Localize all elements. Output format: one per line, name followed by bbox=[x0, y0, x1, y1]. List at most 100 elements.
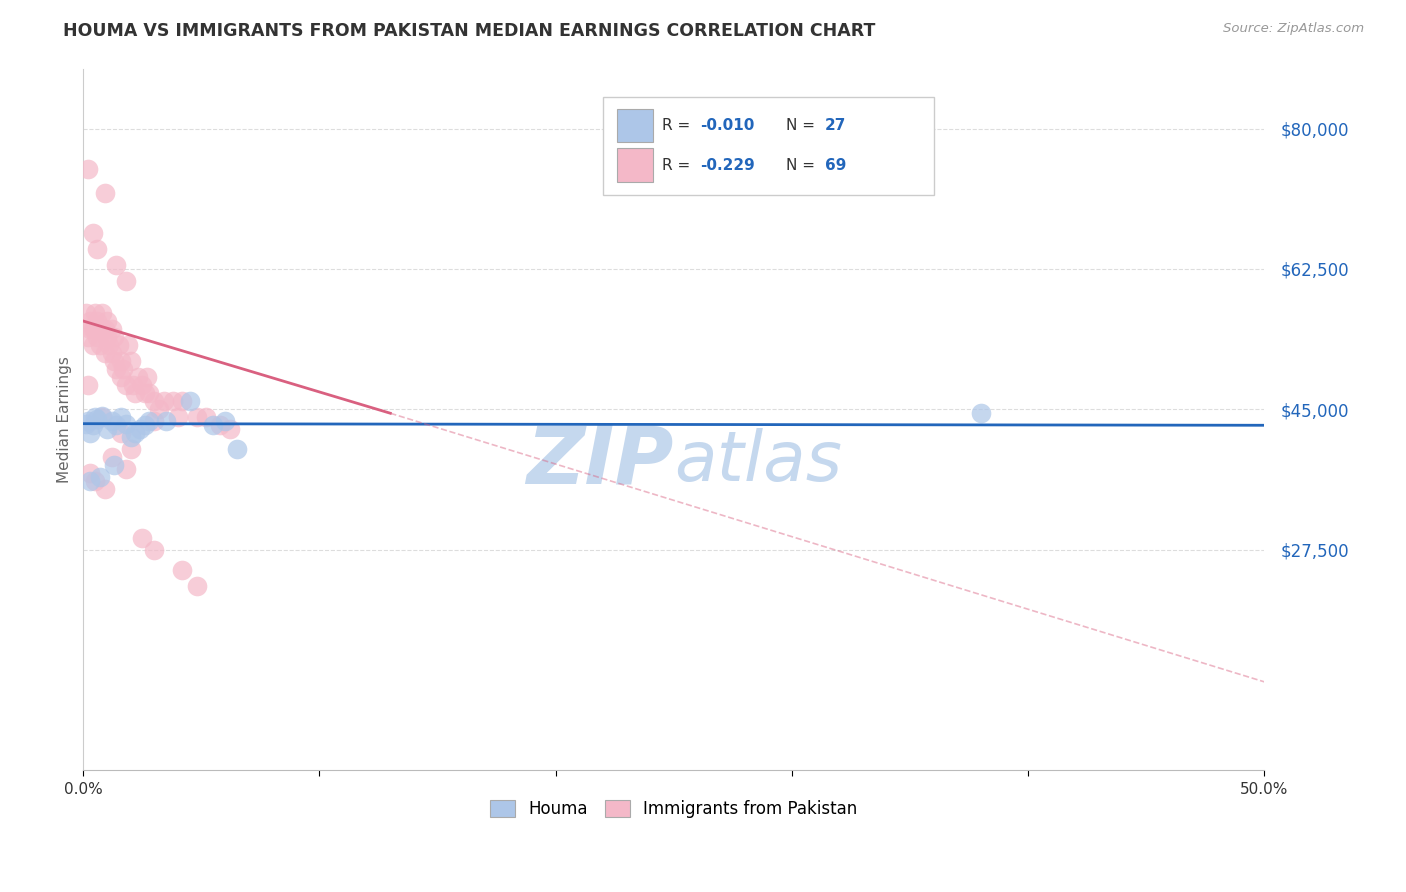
Point bbox=[143, 542, 166, 557]
Point bbox=[117, 338, 139, 352]
Point bbox=[82, 338, 104, 352]
Text: R =: R = bbox=[662, 118, 695, 133]
Point bbox=[120, 354, 142, 368]
Point bbox=[114, 462, 136, 476]
Point bbox=[86, 330, 108, 344]
Point bbox=[110, 410, 132, 425]
Point bbox=[152, 394, 174, 409]
Point bbox=[162, 394, 184, 409]
Point bbox=[225, 442, 247, 457]
Point bbox=[82, 226, 104, 240]
Point bbox=[84, 306, 107, 320]
Point bbox=[114, 378, 136, 392]
Y-axis label: Median Earnings: Median Earnings bbox=[58, 356, 72, 483]
Point bbox=[84, 322, 107, 336]
Point bbox=[143, 414, 166, 428]
Point bbox=[103, 354, 125, 368]
Point bbox=[124, 386, 146, 401]
Point bbox=[107, 338, 129, 352]
Point bbox=[103, 330, 125, 344]
Point bbox=[218, 422, 240, 436]
Point bbox=[82, 418, 104, 433]
Point bbox=[100, 322, 122, 336]
Point bbox=[202, 418, 225, 433]
Point bbox=[79, 314, 101, 328]
Text: -0.229: -0.229 bbox=[700, 158, 755, 173]
Point bbox=[103, 458, 125, 473]
Point bbox=[93, 483, 115, 497]
Point bbox=[138, 414, 160, 428]
Point bbox=[84, 410, 107, 425]
Point bbox=[122, 378, 145, 392]
Point bbox=[86, 242, 108, 256]
Point bbox=[79, 426, 101, 441]
Bar bbox=[617, 109, 652, 142]
Point bbox=[214, 414, 236, 428]
Point bbox=[172, 394, 194, 409]
Point bbox=[82, 322, 104, 336]
Point bbox=[79, 467, 101, 481]
Point bbox=[93, 346, 115, 360]
Bar bbox=[617, 148, 652, 182]
Point bbox=[86, 412, 108, 426]
Point bbox=[89, 338, 111, 352]
Point bbox=[134, 418, 156, 433]
Point bbox=[91, 410, 114, 425]
Point bbox=[100, 346, 122, 360]
Point bbox=[136, 370, 159, 384]
Point bbox=[91, 322, 114, 336]
Point bbox=[96, 422, 118, 436]
Point bbox=[970, 406, 993, 420]
Point bbox=[186, 410, 208, 425]
Point bbox=[120, 430, 142, 444]
Point bbox=[112, 362, 135, 376]
Point bbox=[155, 414, 177, 428]
Point bbox=[131, 378, 153, 392]
Point bbox=[124, 426, 146, 441]
Point bbox=[98, 338, 121, 352]
Point bbox=[84, 475, 107, 489]
Point bbox=[100, 414, 122, 428]
Point bbox=[79, 322, 101, 336]
Point bbox=[89, 322, 111, 336]
Text: atlas: atlas bbox=[673, 428, 842, 495]
Legend: Houma, Immigrants from Pakistan: Houma, Immigrants from Pakistan bbox=[484, 793, 863, 825]
Point bbox=[127, 370, 149, 384]
Point bbox=[105, 418, 128, 433]
Text: R =: R = bbox=[662, 158, 695, 173]
Point bbox=[110, 354, 132, 368]
Point bbox=[75, 306, 97, 320]
Text: N =: N = bbox=[786, 118, 820, 133]
Point bbox=[105, 362, 128, 376]
Point bbox=[131, 531, 153, 545]
Point bbox=[75, 417, 97, 431]
Point bbox=[114, 274, 136, 288]
Text: ZIP: ZIP bbox=[526, 422, 673, 500]
Point bbox=[77, 378, 100, 392]
Point bbox=[93, 322, 115, 336]
Point bbox=[172, 563, 194, 577]
Point bbox=[110, 426, 132, 441]
Point bbox=[179, 394, 201, 409]
Point bbox=[77, 161, 100, 176]
Point bbox=[186, 579, 208, 593]
FancyBboxPatch shape bbox=[603, 96, 934, 194]
Point bbox=[195, 410, 218, 425]
Point bbox=[134, 386, 156, 401]
Point bbox=[129, 422, 152, 436]
Point bbox=[148, 402, 170, 417]
Point bbox=[100, 450, 122, 465]
Point bbox=[77, 414, 100, 428]
Point bbox=[209, 418, 232, 433]
Text: HOUMA VS IMMIGRANTS FROM PAKISTAN MEDIAN EARNINGS CORRELATION CHART: HOUMA VS IMMIGRANTS FROM PAKISTAN MEDIAN… bbox=[63, 22, 876, 40]
Text: 69: 69 bbox=[825, 158, 846, 173]
Point bbox=[86, 314, 108, 328]
Point bbox=[96, 330, 118, 344]
Text: -0.010: -0.010 bbox=[700, 118, 754, 133]
Point bbox=[143, 394, 166, 409]
Text: N =: N = bbox=[786, 158, 820, 173]
Point bbox=[120, 442, 142, 457]
Point bbox=[166, 410, 188, 425]
Point bbox=[77, 330, 100, 344]
Point bbox=[138, 386, 160, 401]
